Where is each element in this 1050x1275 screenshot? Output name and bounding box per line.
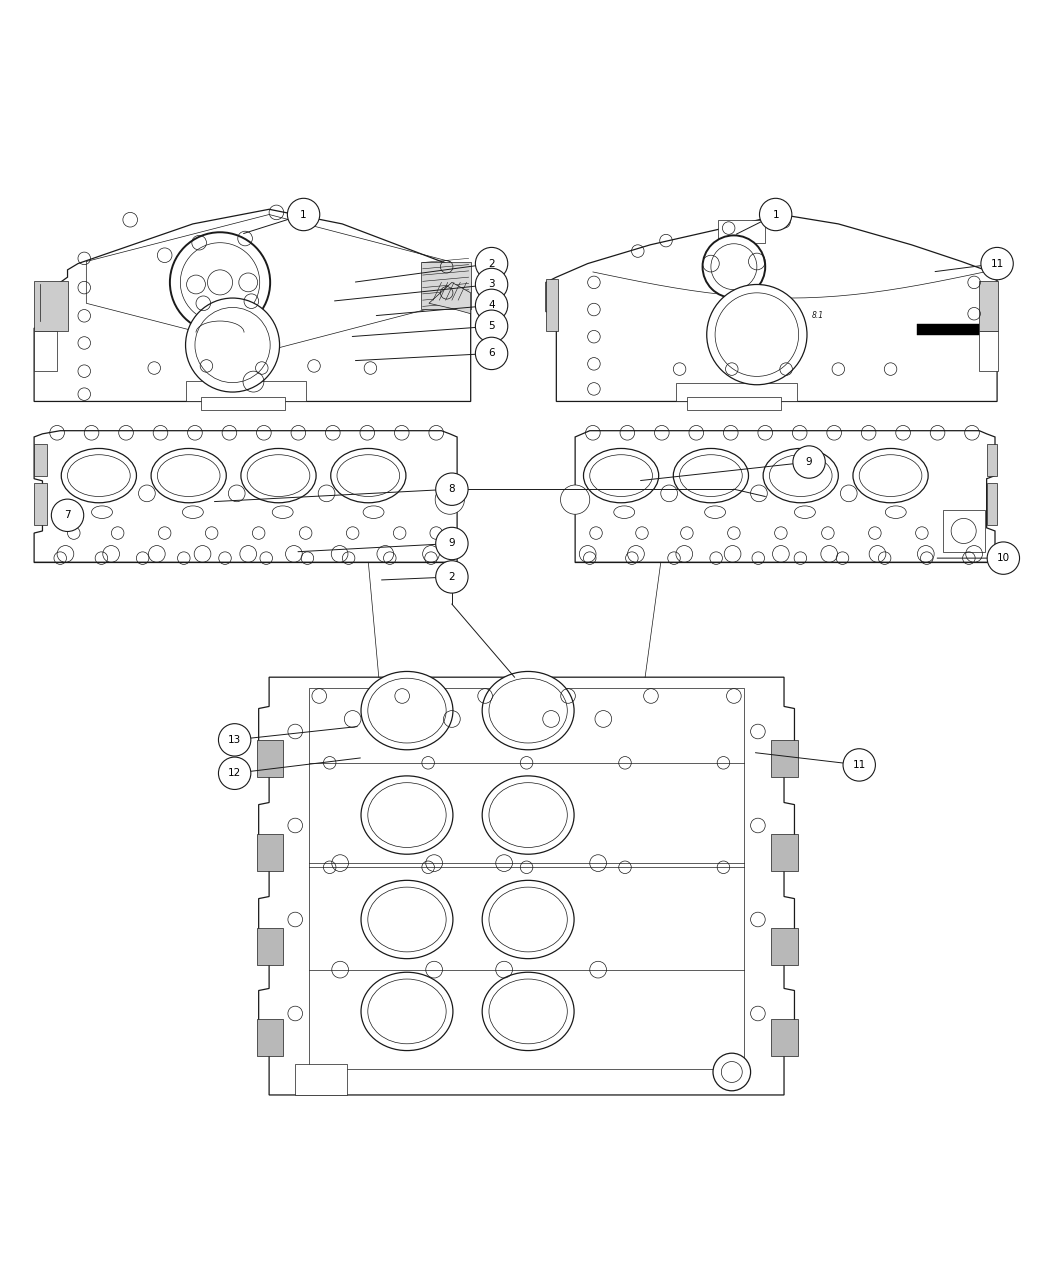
Polygon shape [34,209,470,402]
Ellipse shape [361,776,453,854]
Ellipse shape [482,776,574,854]
Circle shape [218,724,251,756]
Text: 11: 11 [990,259,1004,269]
Ellipse shape [151,449,227,502]
Text: 1: 1 [300,209,307,219]
FancyBboxPatch shape [34,282,67,332]
Circle shape [987,542,1020,574]
FancyBboxPatch shape [772,928,798,965]
Circle shape [981,247,1013,279]
Ellipse shape [361,880,453,959]
Text: 8.1: 8.1 [812,311,823,320]
Ellipse shape [361,672,453,750]
FancyBboxPatch shape [718,219,765,242]
Text: 4: 4 [488,301,495,310]
FancyBboxPatch shape [987,483,998,525]
Ellipse shape [61,449,136,502]
Text: 7: 7 [64,510,70,520]
FancyBboxPatch shape [256,1019,282,1056]
FancyBboxPatch shape [34,332,57,371]
Polygon shape [428,282,470,314]
FancyBboxPatch shape [34,483,46,525]
Circle shape [435,484,464,514]
Circle shape [476,268,508,301]
Text: 2: 2 [448,572,456,581]
Circle shape [707,284,807,385]
Circle shape [170,232,270,333]
Circle shape [186,298,279,391]
Circle shape [793,446,825,478]
FancyBboxPatch shape [687,398,781,409]
Text: 2: 2 [488,259,495,269]
FancyBboxPatch shape [256,834,282,871]
Ellipse shape [482,880,574,959]
Text: 13: 13 [228,734,242,745]
Text: 1: 1 [773,209,779,219]
Ellipse shape [584,449,658,502]
FancyBboxPatch shape [676,382,797,402]
Circle shape [476,289,508,321]
Circle shape [476,310,508,343]
FancyBboxPatch shape [772,740,798,778]
FancyBboxPatch shape [943,510,985,552]
Circle shape [288,199,320,231]
Text: 9: 9 [448,538,456,548]
Ellipse shape [763,449,838,502]
Circle shape [561,484,590,514]
Circle shape [951,519,977,543]
Text: 8: 8 [448,484,456,495]
Text: 10: 10 [996,553,1010,564]
FancyBboxPatch shape [987,444,998,476]
Text: 12: 12 [228,769,242,778]
Ellipse shape [240,449,316,502]
Circle shape [711,244,757,289]
Circle shape [436,561,468,593]
Polygon shape [421,261,470,309]
Ellipse shape [673,449,749,502]
Circle shape [702,236,765,298]
Circle shape [181,242,259,323]
Ellipse shape [482,973,574,1051]
FancyBboxPatch shape [34,444,46,476]
FancyBboxPatch shape [980,332,999,371]
FancyBboxPatch shape [772,1019,798,1056]
FancyBboxPatch shape [295,1063,348,1095]
Circle shape [436,528,468,560]
Polygon shape [258,677,795,1095]
Circle shape [476,337,508,370]
Text: 3: 3 [488,279,495,289]
FancyBboxPatch shape [186,380,306,402]
Text: 5: 5 [488,321,495,332]
FancyBboxPatch shape [980,282,999,332]
Ellipse shape [331,449,406,502]
FancyBboxPatch shape [772,834,798,871]
Polygon shape [546,214,998,402]
FancyBboxPatch shape [546,279,559,332]
Text: 9: 9 [805,456,813,467]
Circle shape [843,748,876,782]
Circle shape [51,499,84,532]
Text: 11: 11 [853,760,866,770]
FancyBboxPatch shape [256,928,282,965]
Circle shape [476,247,508,279]
Text: 6: 6 [488,348,495,358]
FancyBboxPatch shape [256,740,282,778]
Circle shape [759,199,792,231]
FancyBboxPatch shape [202,398,285,409]
Polygon shape [575,431,995,562]
Circle shape [436,473,468,505]
Ellipse shape [853,449,928,502]
Polygon shape [34,431,457,562]
Ellipse shape [482,672,574,750]
Ellipse shape [361,973,453,1051]
FancyBboxPatch shape [917,324,980,334]
Circle shape [218,757,251,789]
Circle shape [713,1053,751,1091]
